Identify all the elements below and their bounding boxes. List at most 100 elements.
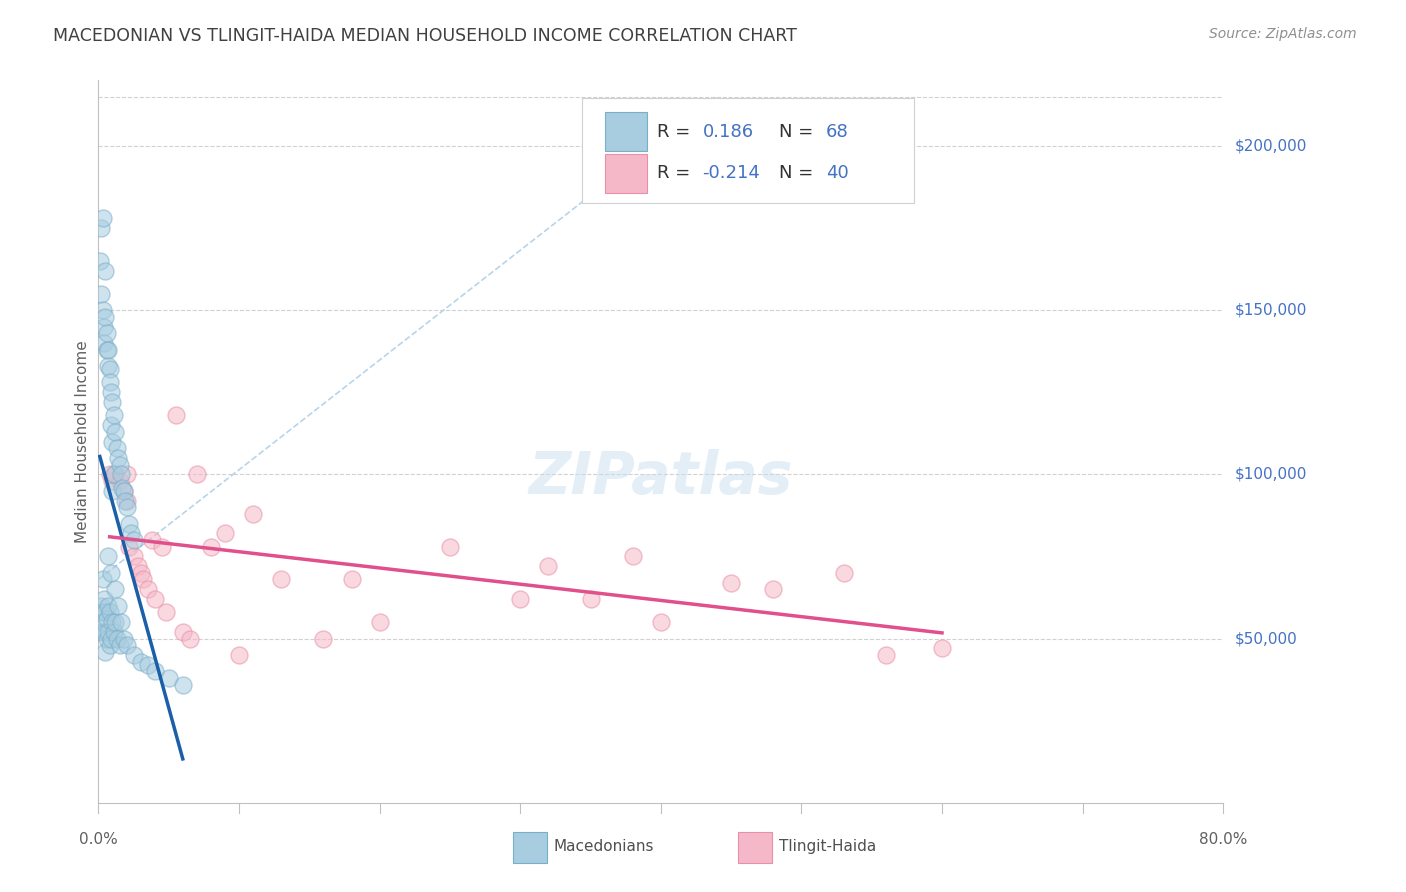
Text: MACEDONIAN VS TLINGIT-HAIDA MEDIAN HOUSEHOLD INCOME CORRELATION CHART: MACEDONIAN VS TLINGIT-HAIDA MEDIAN HOUSE…: [53, 27, 797, 45]
Point: [179, 632, 201, 646]
Point: [98, 605, 121, 619]
Point: [143, 665, 166, 679]
Text: -0.214: -0.214: [703, 164, 761, 183]
Point: [141, 533, 163, 547]
Point: [129, 566, 152, 580]
Point: [832, 566, 855, 580]
Point: [368, 615, 391, 630]
Point: [103, 409, 125, 423]
Text: ZIPatlas: ZIPatlas: [529, 450, 793, 506]
Point: [115, 500, 138, 515]
Point: [90, 599, 112, 613]
Point: [96, 326, 118, 341]
Point: [97, 549, 120, 564]
Point: [110, 467, 132, 482]
Text: 40: 40: [827, 164, 849, 183]
Point: [96, 632, 118, 646]
Point: [101, 395, 124, 409]
Point: [94, 625, 117, 640]
Point: [90, 221, 112, 235]
Point: [104, 615, 127, 630]
Point: [104, 582, 127, 597]
Point: [621, 549, 644, 564]
Text: N =: N =: [779, 122, 818, 141]
Point: [94, 605, 117, 619]
Point: [157, 671, 180, 685]
Y-axis label: Median Household Income: Median Household Income: [75, 340, 90, 543]
Point: [93, 319, 115, 334]
Point: [537, 559, 560, 574]
Point: [120, 526, 142, 541]
Point: [100, 632, 122, 646]
Point: [108, 638, 131, 652]
Point: [122, 648, 145, 662]
Point: [89, 605, 111, 619]
Text: 0.0%: 0.0%: [79, 832, 118, 847]
Text: Macedonians: Macedonians: [554, 838, 654, 854]
Point: [439, 540, 461, 554]
Text: Tlingit-Haida: Tlingit-Haida: [779, 838, 876, 854]
Point: [509, 592, 531, 607]
FancyBboxPatch shape: [738, 832, 772, 863]
Point: [101, 615, 124, 630]
Point: [108, 458, 131, 472]
Point: [101, 474, 124, 488]
Point: [94, 310, 117, 324]
FancyBboxPatch shape: [582, 98, 914, 203]
Point: [242, 507, 264, 521]
Point: [93, 592, 115, 607]
Point: [214, 526, 236, 541]
Point: [112, 483, 135, 498]
FancyBboxPatch shape: [605, 112, 647, 151]
Point: [91, 303, 114, 318]
Point: [340, 573, 363, 587]
Point: [111, 481, 134, 495]
Point: [118, 516, 141, 531]
Point: [94, 264, 117, 278]
Text: 68: 68: [827, 122, 849, 141]
Point: [100, 418, 122, 433]
Point: [103, 625, 125, 640]
Point: [312, 632, 335, 646]
Point: [143, 592, 166, 607]
Point: [97, 359, 120, 373]
Point: [122, 533, 145, 547]
Text: $100,000: $100,000: [1234, 467, 1306, 482]
Point: [172, 677, 194, 691]
Point: [98, 362, 121, 376]
Point: [91, 615, 114, 630]
Point: [91, 211, 114, 226]
Point: [579, 592, 602, 607]
Text: R =: R =: [658, 122, 696, 141]
Point: [127, 559, 149, 574]
Text: $50,000: $50,000: [1234, 632, 1298, 646]
Point: [150, 540, 173, 554]
FancyBboxPatch shape: [605, 154, 647, 193]
Point: [90, 286, 112, 301]
Text: 80.0%: 80.0%: [1199, 832, 1247, 847]
Point: [108, 474, 131, 488]
Point: [115, 467, 138, 482]
Point: [931, 641, 953, 656]
Point: [104, 467, 127, 482]
Point: [136, 582, 159, 597]
Point: [105, 441, 128, 455]
Point: [110, 615, 132, 630]
Point: [103, 467, 125, 482]
Point: [115, 638, 138, 652]
Point: [720, 575, 742, 590]
Point: [105, 632, 128, 646]
Point: [200, 540, 222, 554]
Point: [875, 648, 897, 662]
Point: [112, 483, 135, 498]
Point: [91, 573, 114, 587]
Point: [98, 376, 121, 390]
Text: N =: N =: [779, 164, 818, 183]
Point: [98, 638, 121, 652]
Point: [94, 645, 117, 659]
Point: [90, 625, 112, 640]
Point: [101, 483, 124, 498]
Point: [107, 450, 129, 465]
Point: [650, 615, 672, 630]
Text: Source: ZipAtlas.com: Source: ZipAtlas.com: [1209, 27, 1357, 41]
